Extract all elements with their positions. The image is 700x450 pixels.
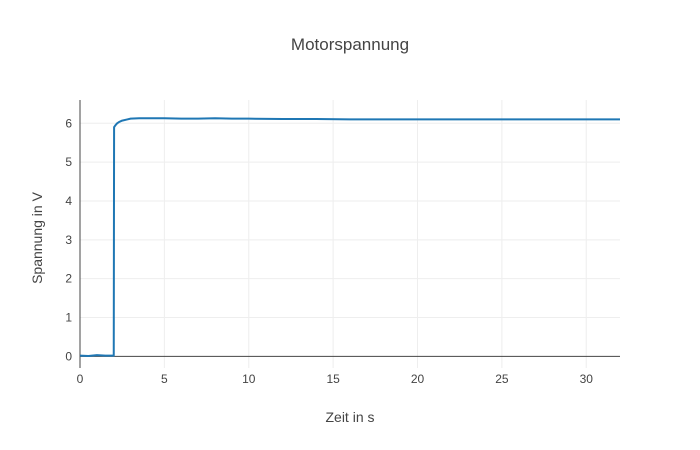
- y-tick-label: 2: [65, 272, 72, 286]
- axes: [79, 100, 620, 368]
- series-line-0: [79, 117, 620, 357]
- grid: [80, 100, 620, 368]
- chart-title: Motorspannung: [291, 35, 409, 54]
- y-tick-label: 6: [65, 116, 72, 130]
- x-tick-label: 10: [242, 372, 256, 386]
- y-axis-title: Spannung in V: [29, 191, 45, 284]
- tick-labels: 0 5 10 15 20 25 30 0 1 2 3 4 5 6: [65, 116, 593, 386]
- y-tick-label: 5: [65, 155, 72, 169]
- y-tick-label: 0: [65, 349, 72, 363]
- x-tick-label: 20: [411, 372, 425, 386]
- x-tick-label: 0: [77, 372, 84, 386]
- y-tick-label: 4: [65, 194, 72, 208]
- y-tick-label: 1: [65, 311, 72, 325]
- x-tick-label: 30: [580, 372, 594, 386]
- x-tick-label: 25: [495, 372, 509, 386]
- x-tick-label: 15: [326, 372, 340, 386]
- x-tick-label: 5: [161, 372, 168, 386]
- x-axis-title: Zeit in s: [325, 409, 374, 425]
- series-layer: [79, 117, 620, 357]
- y-tick-label: 3: [65, 233, 72, 247]
